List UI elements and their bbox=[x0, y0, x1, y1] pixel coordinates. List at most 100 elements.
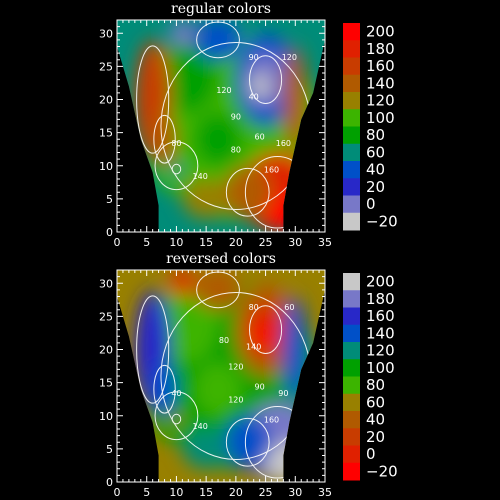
contour-label: 120 bbox=[282, 53, 297, 62]
colorbar-swatch bbox=[343, 178, 360, 196]
contour-line bbox=[249, 305, 283, 354]
contour-line bbox=[154, 391, 199, 441]
colorbar-swatch bbox=[343, 393, 360, 412]
colorbar-swatch bbox=[343, 428, 360, 446]
colorbar-swatch bbox=[343, 376, 360, 395]
contour-region bbox=[250, 323, 269, 350]
x-tick-label: 20 bbox=[229, 236, 243, 249]
colorbar-swatch bbox=[343, 57, 360, 76]
colorbar-swatch bbox=[343, 359, 360, 377]
x-tick-label: 10 bbox=[169, 236, 183, 249]
contour-line bbox=[153, 114, 176, 164]
contour-line bbox=[249, 55, 283, 104]
contour-label: 120 bbox=[228, 396, 243, 405]
colorbar-swatch bbox=[343, 92, 360, 110]
contour-field bbox=[117, 270, 325, 482]
contour-region bbox=[194, 20, 242, 60]
x-tick-label: 10 bbox=[169, 486, 183, 499]
colorbar-label: 100 bbox=[366, 109, 395, 127]
contour-line bbox=[225, 167, 270, 217]
colorbar-label: 140 bbox=[366, 324, 395, 342]
contour-region bbox=[171, 413, 182, 425]
colorbar-swatch bbox=[343, 273, 360, 291]
contour-label: 140 bbox=[193, 172, 208, 181]
contour-label: 90 bbox=[278, 389, 288, 398]
y-tick-label: 20 bbox=[99, 344, 113, 357]
colorbar-label: 40 bbox=[366, 411, 385, 429]
contour-label: 80 bbox=[219, 336, 229, 345]
colorbar-swatch bbox=[343, 342, 360, 360]
colorbar-swatch bbox=[343, 23, 360, 41]
y-tick-label: 5 bbox=[106, 193, 113, 206]
x-tick-label: 20 bbox=[229, 486, 243, 499]
colorbar-label: 0 bbox=[366, 445, 376, 463]
colorbar-swatch bbox=[343, 411, 360, 429]
colorbar-swatch bbox=[343, 212, 360, 231]
contour-label: 120 bbox=[216, 86, 231, 95]
colorbar-label: 180 bbox=[366, 40, 395, 58]
contour-line bbox=[136, 45, 170, 154]
x-tick-label: 5 bbox=[143, 486, 150, 499]
colorbar-label: 0 bbox=[366, 195, 376, 213]
y-tick-label: 25 bbox=[99, 60, 113, 73]
contour-label: 60 bbox=[284, 303, 294, 312]
colorbar-label: 140 bbox=[366, 74, 395, 92]
colorbar-swatch bbox=[343, 74, 360, 93]
contour-label: 160 bbox=[264, 415, 279, 424]
y-tick-label: 30 bbox=[99, 27, 113, 40]
contour-region bbox=[194, 362, 242, 416]
colorbar-swatch bbox=[343, 324, 360, 343]
contour-line bbox=[171, 413, 182, 425]
contour-line bbox=[171, 163, 182, 175]
colorbar-label: 20 bbox=[366, 178, 385, 196]
colorbar-label: 40 bbox=[366, 161, 385, 179]
colorbar-swatch bbox=[343, 445, 360, 464]
contour-label: 160 bbox=[276, 139, 291, 148]
x-tick-label: 35 bbox=[318, 236, 332, 249]
contour-region bbox=[170, 20, 195, 47]
y-tick-label: 10 bbox=[99, 410, 113, 423]
contour-label: 90 bbox=[249, 53, 259, 62]
contour-region bbox=[182, 179, 230, 219]
contour-label: 60 bbox=[255, 132, 265, 141]
x-tick-label: 15 bbox=[199, 236, 213, 249]
contour-region bbox=[182, 429, 230, 469]
colorbar-label: 200 bbox=[366, 23, 395, 41]
colorbar-label: −20 bbox=[366, 462, 398, 480]
colorbar-swatch bbox=[343, 307, 360, 326]
y-tick-label: 15 bbox=[99, 127, 113, 140]
y-tick-label: 10 bbox=[99, 160, 113, 173]
colorbar-swatch bbox=[343, 40, 360, 58]
colorbar-swatch bbox=[343, 143, 360, 162]
contour-label: 140 bbox=[193, 422, 208, 431]
contour-region bbox=[170, 270, 195, 297]
contour-label: 90 bbox=[255, 382, 265, 391]
y-tick-label: 5 bbox=[106, 443, 113, 456]
colorbar-label: 80 bbox=[366, 126, 385, 144]
y-tick-label: 30 bbox=[99, 277, 113, 290]
colorbar-label: 60 bbox=[366, 143, 385, 161]
x-tick-label: 5 bbox=[143, 236, 150, 249]
contour-region bbox=[194, 270, 242, 310]
y-tick-label: 0 bbox=[106, 226, 113, 239]
colorbar-label: 180 bbox=[366, 290, 395, 308]
colorbar-label: 120 bbox=[366, 92, 395, 110]
contour-label: 160 bbox=[264, 165, 279, 174]
reversed-colors-chart: reversed colors 401408080120609016012014… bbox=[99, 251, 398, 499]
colorbar-label: 160 bbox=[366, 307, 395, 325]
x-tick-label: 25 bbox=[259, 236, 273, 249]
colorbar-label: −20 bbox=[366, 212, 398, 230]
contour-line bbox=[154, 141, 199, 191]
contour-region bbox=[283, 296, 308, 403]
contour-label: 80 bbox=[171, 139, 181, 148]
contour-line bbox=[136, 295, 170, 404]
contour-region bbox=[194, 112, 242, 166]
x-tick-label: 35 bbox=[318, 486, 332, 499]
y-tick-label: 0 bbox=[106, 476, 113, 489]
contour-label: 90 bbox=[231, 112, 241, 121]
contour-label: 140 bbox=[246, 343, 261, 352]
contour-label: 40 bbox=[249, 93, 259, 102]
colorbar-label: 100 bbox=[366, 359, 395, 377]
colorbar-label: 120 bbox=[366, 342, 395, 360]
